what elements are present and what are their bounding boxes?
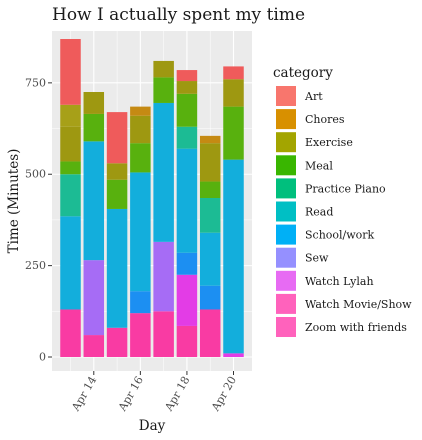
bar-segment-meal: [223, 106, 244, 160]
bar-segment-art: [106, 112, 128, 164]
bar-segment-meal: [130, 143, 151, 173]
legend-label-art: Art: [304, 90, 323, 103]
bar-segment-chores: [130, 106, 151, 116]
bar-segment-exercise: [60, 126, 81, 162]
legend-label-sew: Sew: [305, 252, 329, 265]
bar-segment-exercise: [223, 79, 244, 107]
legend-label-school-work: School/work: [305, 229, 375, 242]
bar-segment-zoom-with-friends: [130, 313, 151, 357]
legend-key-art: [276, 86, 296, 106]
y-tick-label: 750: [25, 76, 46, 89]
legend-key-chores: [276, 109, 296, 130]
bar-segment-meal: [60, 161, 81, 175]
legend-key-meal: [276, 155, 296, 176]
bar-segment-school-work: [153, 102, 174, 242]
bar-segment-watch-lylah: [153, 241, 174, 312]
y-axis: 0 250 500 750: [25, 76, 52, 364]
bar-segment-read: [60, 174, 81, 217]
legend: category Art Chores Exercise Meal Practice P…: [273, 65, 412, 337]
bar-segment-exercise: [199, 143, 221, 182]
x-axis: Apr 14 Apr 16 Apr 18 Apr 20: [69, 371, 239, 414]
bar-segment-school-work: [60, 216, 81, 310]
x-tick-label: Apr 14: [69, 374, 100, 414]
bars: [60, 39, 244, 357]
bar-segment-read: [176, 126, 198, 149]
bar-segment-sew: [130, 291, 151, 314]
bar-segment-art: [176, 70, 198, 82]
bar-segment-watch-movie-show: [223, 353, 244, 357]
bar-segment-sew: [176, 252, 198, 275]
bar-segment-school-work: [176, 148, 198, 253]
bar-segment-school-work: [199, 232, 221, 286]
legend-key-read: [276, 201, 296, 222]
bar-segment-meal: [83, 113, 105, 142]
legend-label-chores: Chores: [305, 113, 345, 126]
bar-segment-zoom-with-friends: [153, 311, 174, 357]
legend-label-watch-lylah: Watch Lylah: [305, 275, 374, 288]
y-tick-label: 0: [39, 351, 46, 364]
y-tick-label: 500: [25, 168, 46, 181]
bar-segment-read: [199, 198, 221, 233]
legend-key-sew: [276, 247, 296, 268]
legend-key-watch-lylah: [276, 270, 296, 291]
bar-segment-watch-lylah: [83, 260, 105, 336]
legend-key-watch-movie-show: [276, 293, 296, 314]
bar-segment-art: [223, 66, 244, 80]
bar-segment-school-work: [223, 159, 244, 354]
x-tick-label: Apr 18: [162, 374, 193, 414]
chart-title: How I actually spent my time: [52, 5, 305, 25]
legend-key-practice-piano: [276, 178, 296, 199]
bar-segment-watch-movie-show: [176, 274, 198, 326]
bar-segment-art: [60, 39, 81, 105]
legend-title: category: [273, 65, 333, 81]
x-tick-label: Apr 16: [115, 374, 146, 414]
bar-segment-zoom-with-friends: [176, 325, 198, 357]
legend-label-practice-piano: Practice Piano: [305, 182, 386, 195]
legend-key-exercise: [276, 132, 296, 153]
legend-label-watch-movie-show: Watch Movie/Show: [305, 298, 412, 311]
legend-key-zoom-with-friends: [276, 317, 296, 337]
plot-background: [52, 31, 252, 371]
legend-label-zoom-with-friends: Zoom with friends: [305, 321, 407, 334]
bar-segment-meal: [106, 179, 128, 209]
bar-segment-meal: [153, 77, 174, 103]
bar-segment-exercise: [83, 92, 105, 114]
bar-segment-chores: [60, 104, 81, 127]
bar-segment-exercise: [106, 163, 128, 180]
bar-segment-zoom-with-friends: [106, 327, 128, 357]
bar-segment-exercise: [176, 81, 198, 94]
bar-segment-sew: [199, 285, 221, 310]
bar-segment-exercise: [153, 60, 174, 78]
bar-segment-zoom-with-friends: [83, 335, 105, 357]
bar-segment-chores: [199, 135, 221, 144]
bar-segment-school-work: [130, 172, 151, 292]
bar-segment-school-work: [106, 208, 128, 328]
legend-label-exercise: Exercise: [305, 136, 353, 149]
bar-segment-zoom-with-friends: [60, 309, 81, 357]
legend-key-school-work: [276, 224, 296, 245]
x-axis-title: Day: [139, 418, 166, 434]
bar-segment-exercise: [130, 115, 151, 144]
y-tick-label: 250: [25, 259, 46, 272]
legend-label-meal: Meal: [305, 159, 333, 172]
legend-label-read: Read: [305, 206, 333, 219]
y-axis-title: Time (Minutes): [6, 149, 22, 254]
bar-segment-zoom-with-friends: [199, 309, 221, 357]
bar-segment-school-work: [83, 141, 105, 261]
bar-segment-meal: [199, 181, 221, 198]
x-tick-label: Apr 20: [208, 374, 239, 414]
bar-segment-meal: [176, 93, 198, 127]
